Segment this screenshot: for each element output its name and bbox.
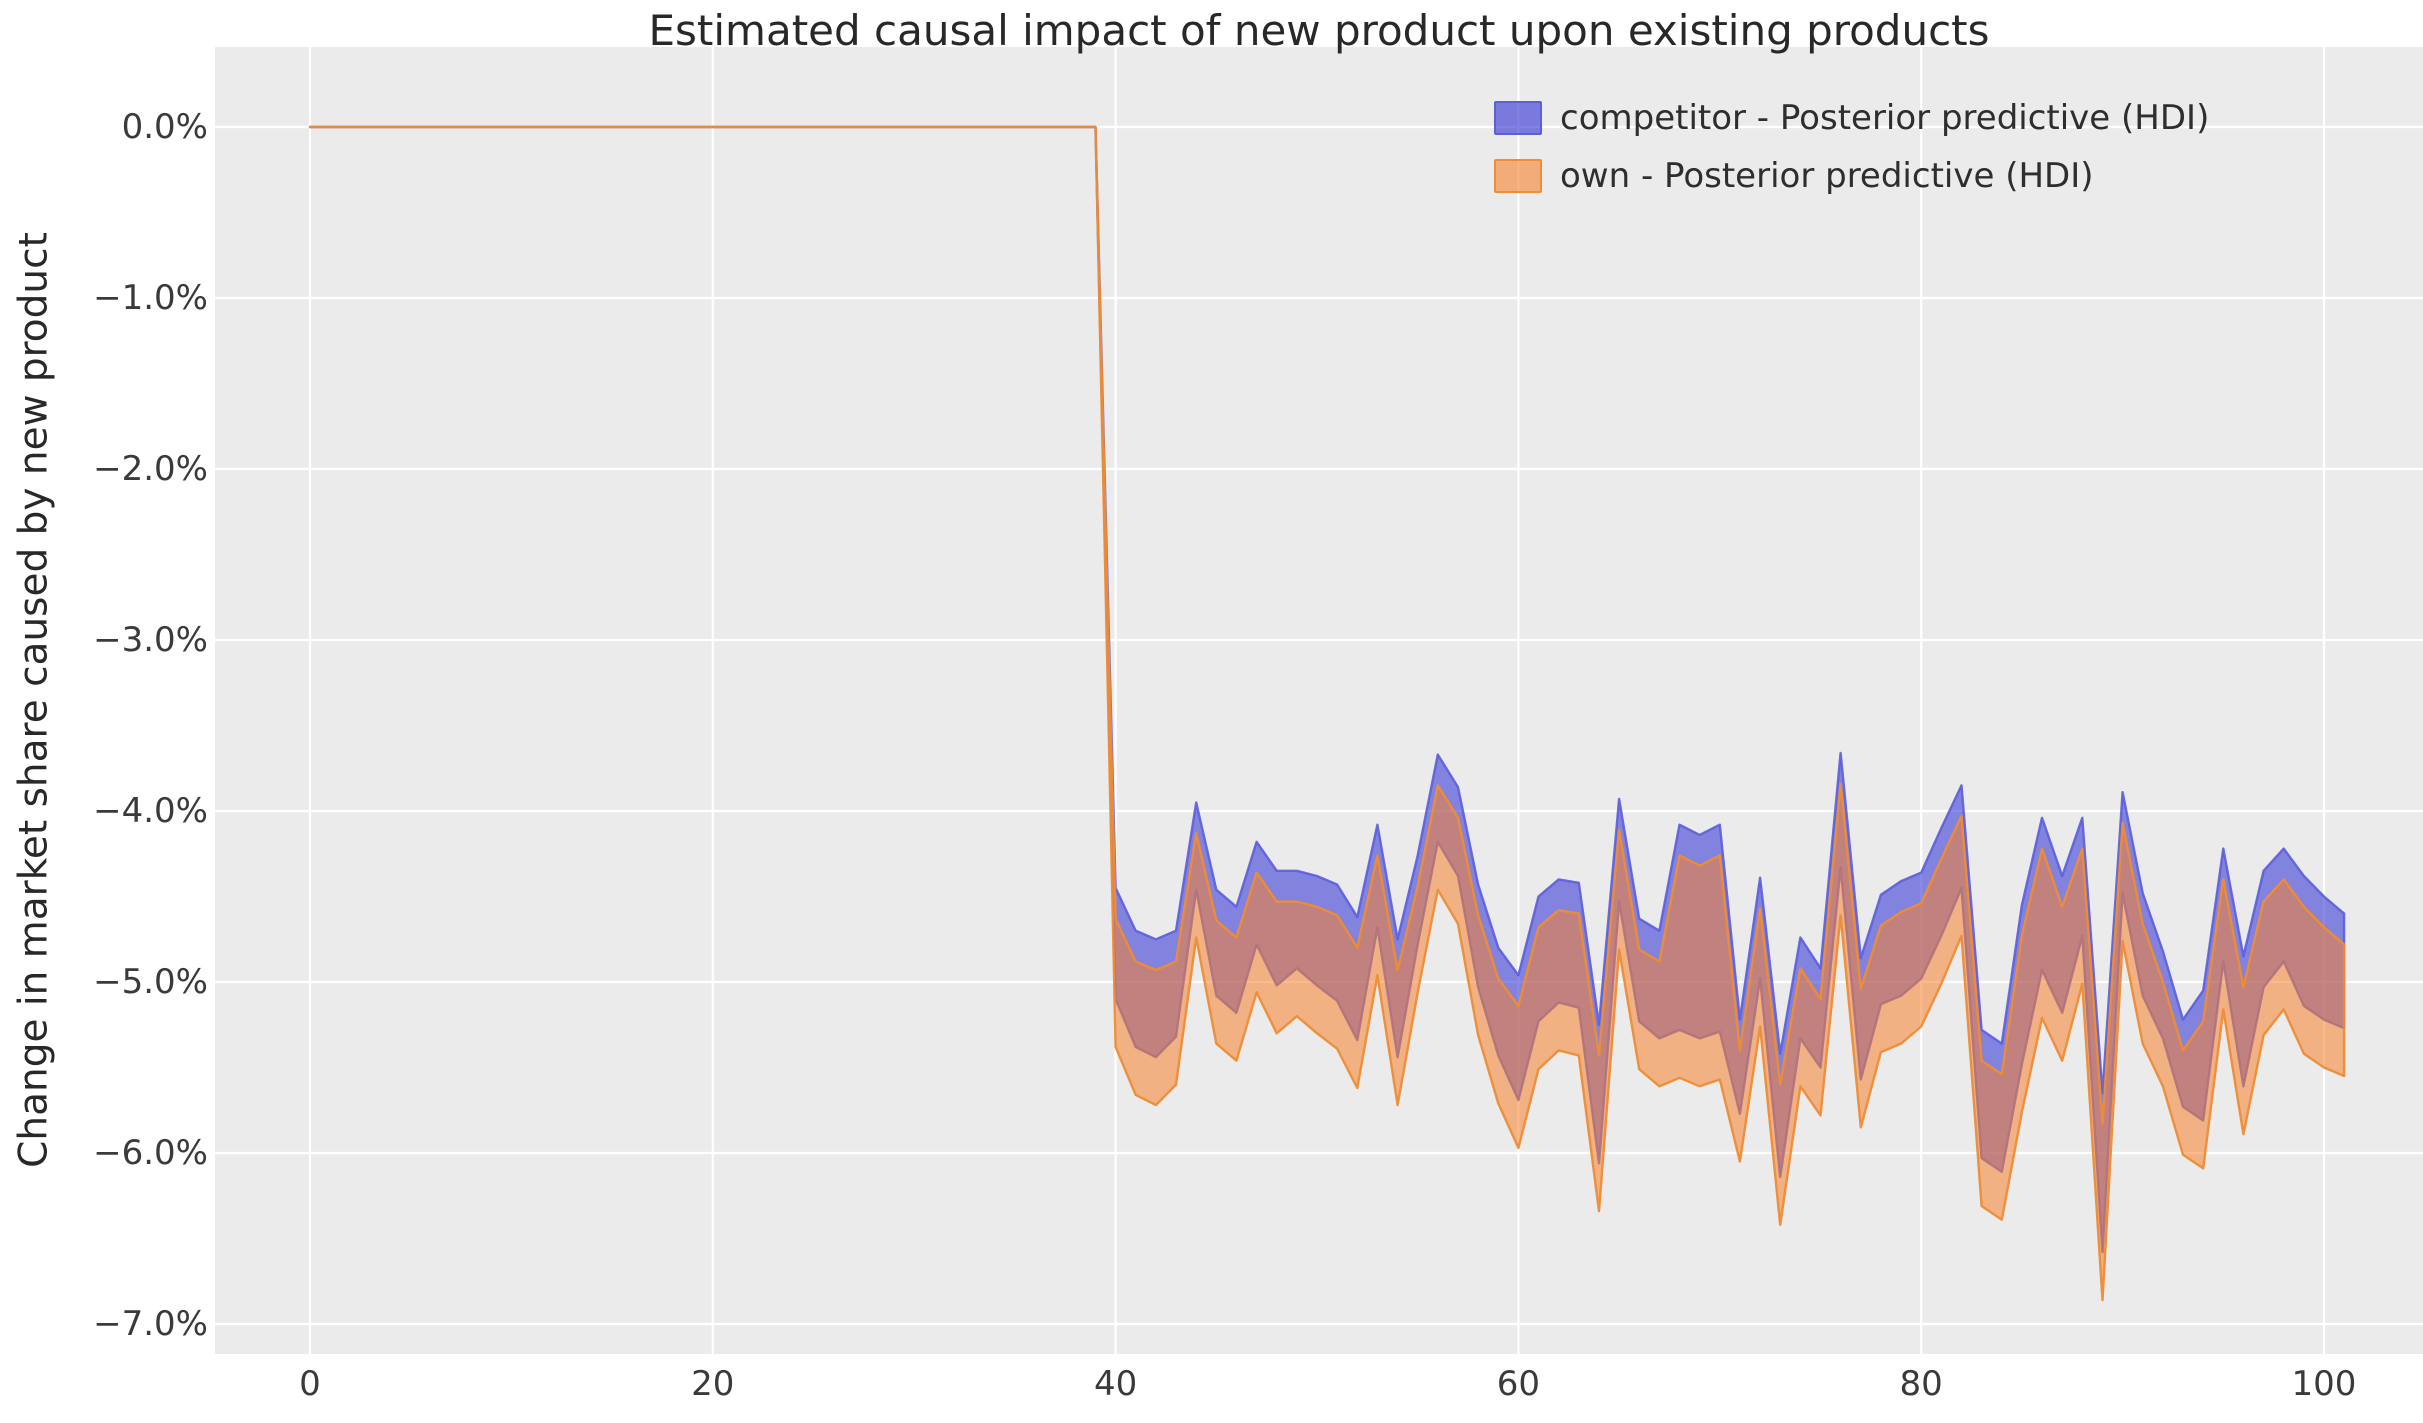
own-hdi-band — [308, 125, 2346, 1302]
x-tick-label: 20 — [691, 1364, 735, 1404]
y-tick-label: −6.0% — [93, 1133, 208, 1173]
y-tick-label: −1.0% — [93, 278, 208, 318]
y-tick-label: −2.0% — [93, 449, 208, 489]
y-tick-label: −3.0% — [93, 620, 208, 660]
x-tick-label: 0 — [299, 1364, 321, 1404]
legend-label-competitor: competitor - Posterior predictive (HDI) — [1560, 98, 2210, 138]
chart-title: Estimated causal impact of new product u… — [648, 6, 1990, 55]
y-tick-label: −5.0% — [93, 962, 208, 1002]
x-tick-label: 100 — [2291, 1364, 2357, 1404]
y-tick-label: −4.0% — [93, 791, 208, 831]
plot-area — [215, 47, 2423, 1354]
competitor-hdi-swatch — [1494, 101, 1542, 135]
hdi-bands — [308, 125, 2346, 1302]
y-tick-label: 0.0% — [121, 107, 208, 147]
y-axis-label: Change in market share caused by new pro… — [11, 232, 57, 1168]
x-tick-label: 80 — [1899, 1364, 1943, 1404]
x-tick-label: 40 — [1093, 1364, 1138, 1404]
x-tick-label: 60 — [1496, 1364, 1541, 1404]
legend-item-own: own - Posterior predictive (HDI) — [1494, 154, 2094, 198]
legend-label-own: own - Posterior predictive (HDI) — [1560, 156, 2094, 196]
y-tick-label: −7.0% — [93, 1304, 208, 1344]
own-hdi-swatch — [1494, 159, 1542, 193]
grid-lines — [215, 47, 2423, 1354]
legend-item-competitor: competitor - Posterior predictive (HDI) — [1494, 96, 2209, 140]
